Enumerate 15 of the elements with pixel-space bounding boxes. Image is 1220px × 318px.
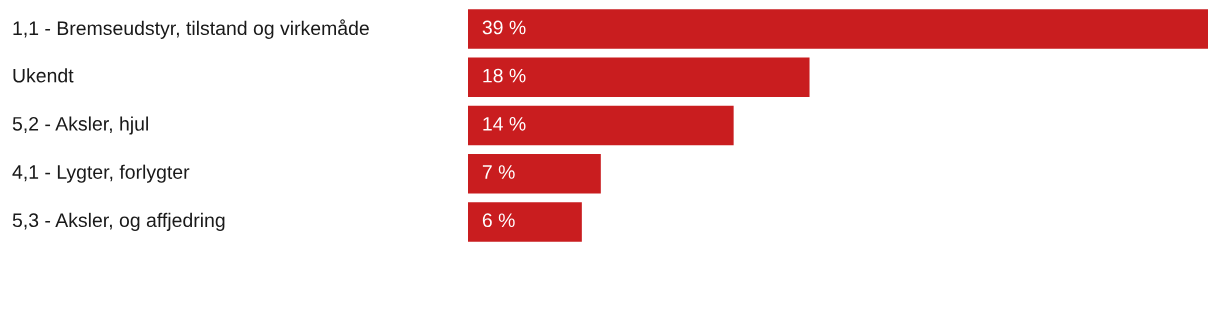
- data-label: 14 %: [483, 117, 526, 131]
- bar: [468, 153, 601, 194]
- y-tick-label: 5,3 - Aksler, og affjedring: [12, 212, 225, 231]
- y-tick-label: 1,1 - Bremseudstyr, tilstand og virkemåde: [13, 19, 369, 39]
- data-label: 7 %: [482, 165, 515, 179]
- data-label: 6 %: [482, 213, 515, 228]
- data-label: 39 %: [482, 20, 526, 35]
- y-tick-label: 5,2 - Aksler, hjul: [12, 116, 148, 135]
- y-tick-label: 4,1 - Lygter, forlygter: [12, 164, 190, 183]
- data-label: 18 %: [483, 68, 526, 83]
- bar: [468, 9, 1208, 49]
- bar: [468, 202, 582, 242]
- y-tick-label: Ukendt: [13, 68, 74, 83]
- bar: [468, 57, 810, 98]
- bar: [468, 105, 734, 146]
